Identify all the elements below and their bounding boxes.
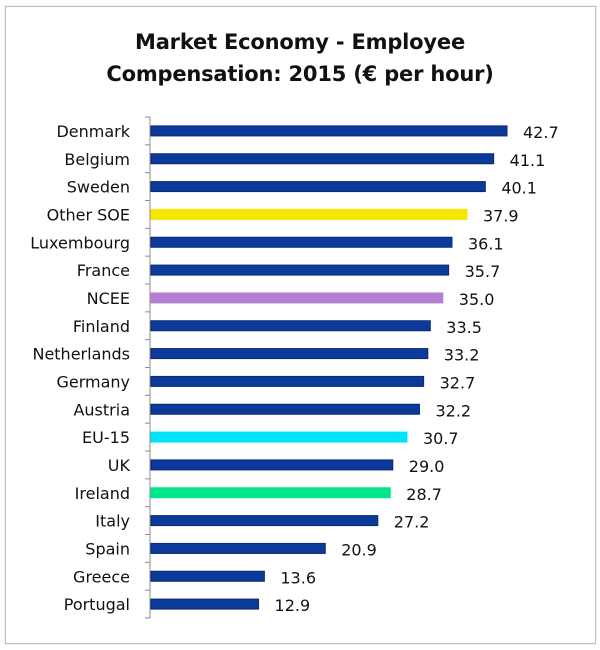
- category-label: Finland: [73, 317, 130, 336]
- value-label: 13.6: [280, 568, 316, 587]
- value-label: 40.1: [501, 179, 537, 198]
- value-label: 32.7: [440, 373, 476, 392]
- category-label: Netherlands: [32, 345, 130, 364]
- bar-uk: [150, 459, 394, 471]
- value-labels: 42.7 41.1 40.1 37.9 36.1 35.7 35.0 33.5 33.2 32.7…: [275, 123, 559, 615]
- category-label: Germany: [56, 372, 130, 391]
- chart-title-line-1: Market Economy - Employee: [135, 30, 465, 54]
- bar-denmark: [150, 125, 508, 137]
- bar-ireland: [150, 487, 391, 499]
- bar-austria: [150, 403, 420, 415]
- value-label: 41.1: [510, 151, 546, 170]
- bars: [150, 125, 508, 610]
- bar-portugal: [150, 598, 260, 610]
- category-labels: Denmark Belgium Sweden Other SOE Luxembourg F…: [30, 122, 130, 614]
- category-label: NCEE: [87, 289, 130, 308]
- chart-title: Market Economy - Employee Compensation: …: [0, 26, 600, 90]
- bar-eu-15: [150, 431, 408, 443]
- value-label: 42.7: [523, 123, 559, 142]
- category-label: Italy: [95, 512, 130, 531]
- value-label: 36.1: [468, 234, 504, 253]
- category-label: Belgium: [64, 150, 130, 169]
- chart-title-line-2: Compensation: 2015 (€ per hour): [106, 62, 494, 86]
- value-label: 35.0: [459, 290, 495, 309]
- value-label: 33.5: [446, 318, 482, 337]
- category-label: Sweden: [67, 178, 130, 197]
- bar-sweden: [150, 181, 486, 193]
- category-label: Ireland: [75, 484, 130, 503]
- bar-netherlands: [150, 348, 429, 360]
- y-axis: [145, 116, 151, 619]
- value-label: 35.7: [465, 262, 501, 281]
- value-label: 28.7: [406, 485, 442, 504]
- value-label: 20.9: [341, 540, 377, 559]
- bar-greece: [150, 570, 265, 582]
- bar-luxembourg: [150, 236, 453, 248]
- category-label: Denmark: [56, 122, 130, 141]
- value-label: 33.2: [444, 346, 480, 365]
- bar-other-soe: [150, 208, 468, 220]
- category-label: Luxembourg: [30, 233, 130, 252]
- bar-italy: [150, 515, 379, 527]
- value-label: 30.7: [423, 429, 459, 448]
- category-label: EU-15: [82, 428, 130, 447]
- category-label: Other SOE: [47, 205, 130, 224]
- value-label: 32.2: [435, 401, 471, 420]
- bar-germany: [150, 375, 425, 387]
- category-label: Spain: [85, 539, 130, 558]
- bar-spain: [150, 542, 326, 554]
- category-label: Portugal: [64, 595, 130, 614]
- value-label: 27.2: [394, 513, 430, 532]
- category-label: UK: [108, 456, 131, 475]
- bar-finland: [150, 320, 431, 332]
- value-label: 29.0: [409, 457, 445, 476]
- category-label: France: [77, 261, 130, 280]
- category-label: Greece: [73, 567, 130, 586]
- value-label: 37.9: [483, 206, 519, 225]
- value-label: 12.9: [275, 596, 311, 615]
- bar-france: [150, 264, 450, 276]
- bar-belgium: [150, 153, 495, 165]
- category-label: Austria: [73, 400, 130, 419]
- bar-ncee: [150, 292, 444, 304]
